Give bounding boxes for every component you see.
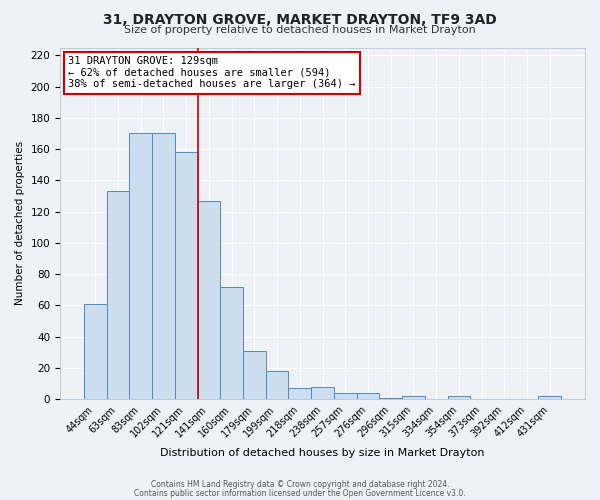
Bar bbox=[538, 396, 561, 400]
Bar bbox=[130, 134, 152, 400]
Text: Size of property relative to detached houses in Market Drayton: Size of property relative to detached ho… bbox=[124, 25, 476, 35]
Text: Contains HM Land Registry data © Crown copyright and database right 2024.: Contains HM Land Registry data © Crown c… bbox=[151, 480, 449, 489]
Bar bbox=[402, 396, 425, 400]
Bar bbox=[107, 192, 130, 400]
Bar bbox=[289, 388, 311, 400]
Y-axis label: Number of detached properties: Number of detached properties bbox=[15, 142, 25, 306]
Text: Contains public sector information licensed under the Open Government Licence v3: Contains public sector information licen… bbox=[134, 488, 466, 498]
Bar bbox=[220, 286, 243, 400]
Bar bbox=[311, 387, 334, 400]
Bar bbox=[152, 134, 175, 400]
Bar bbox=[266, 371, 289, 400]
Bar bbox=[448, 396, 470, 400]
Bar bbox=[84, 304, 107, 400]
Bar bbox=[175, 152, 197, 400]
Text: 31 DRAYTON GROVE: 129sqm
← 62% of detached houses are smaller (594)
38% of semi-: 31 DRAYTON GROVE: 129sqm ← 62% of detach… bbox=[68, 56, 355, 90]
Bar bbox=[379, 398, 402, 400]
Bar bbox=[356, 393, 379, 400]
Bar bbox=[334, 393, 356, 400]
Text: 31, DRAYTON GROVE, MARKET DRAYTON, TF9 3AD: 31, DRAYTON GROVE, MARKET DRAYTON, TF9 3… bbox=[103, 12, 497, 26]
Bar bbox=[197, 200, 220, 400]
X-axis label: Distribution of detached houses by size in Market Drayton: Distribution of detached houses by size … bbox=[160, 448, 485, 458]
Bar bbox=[243, 351, 266, 400]
